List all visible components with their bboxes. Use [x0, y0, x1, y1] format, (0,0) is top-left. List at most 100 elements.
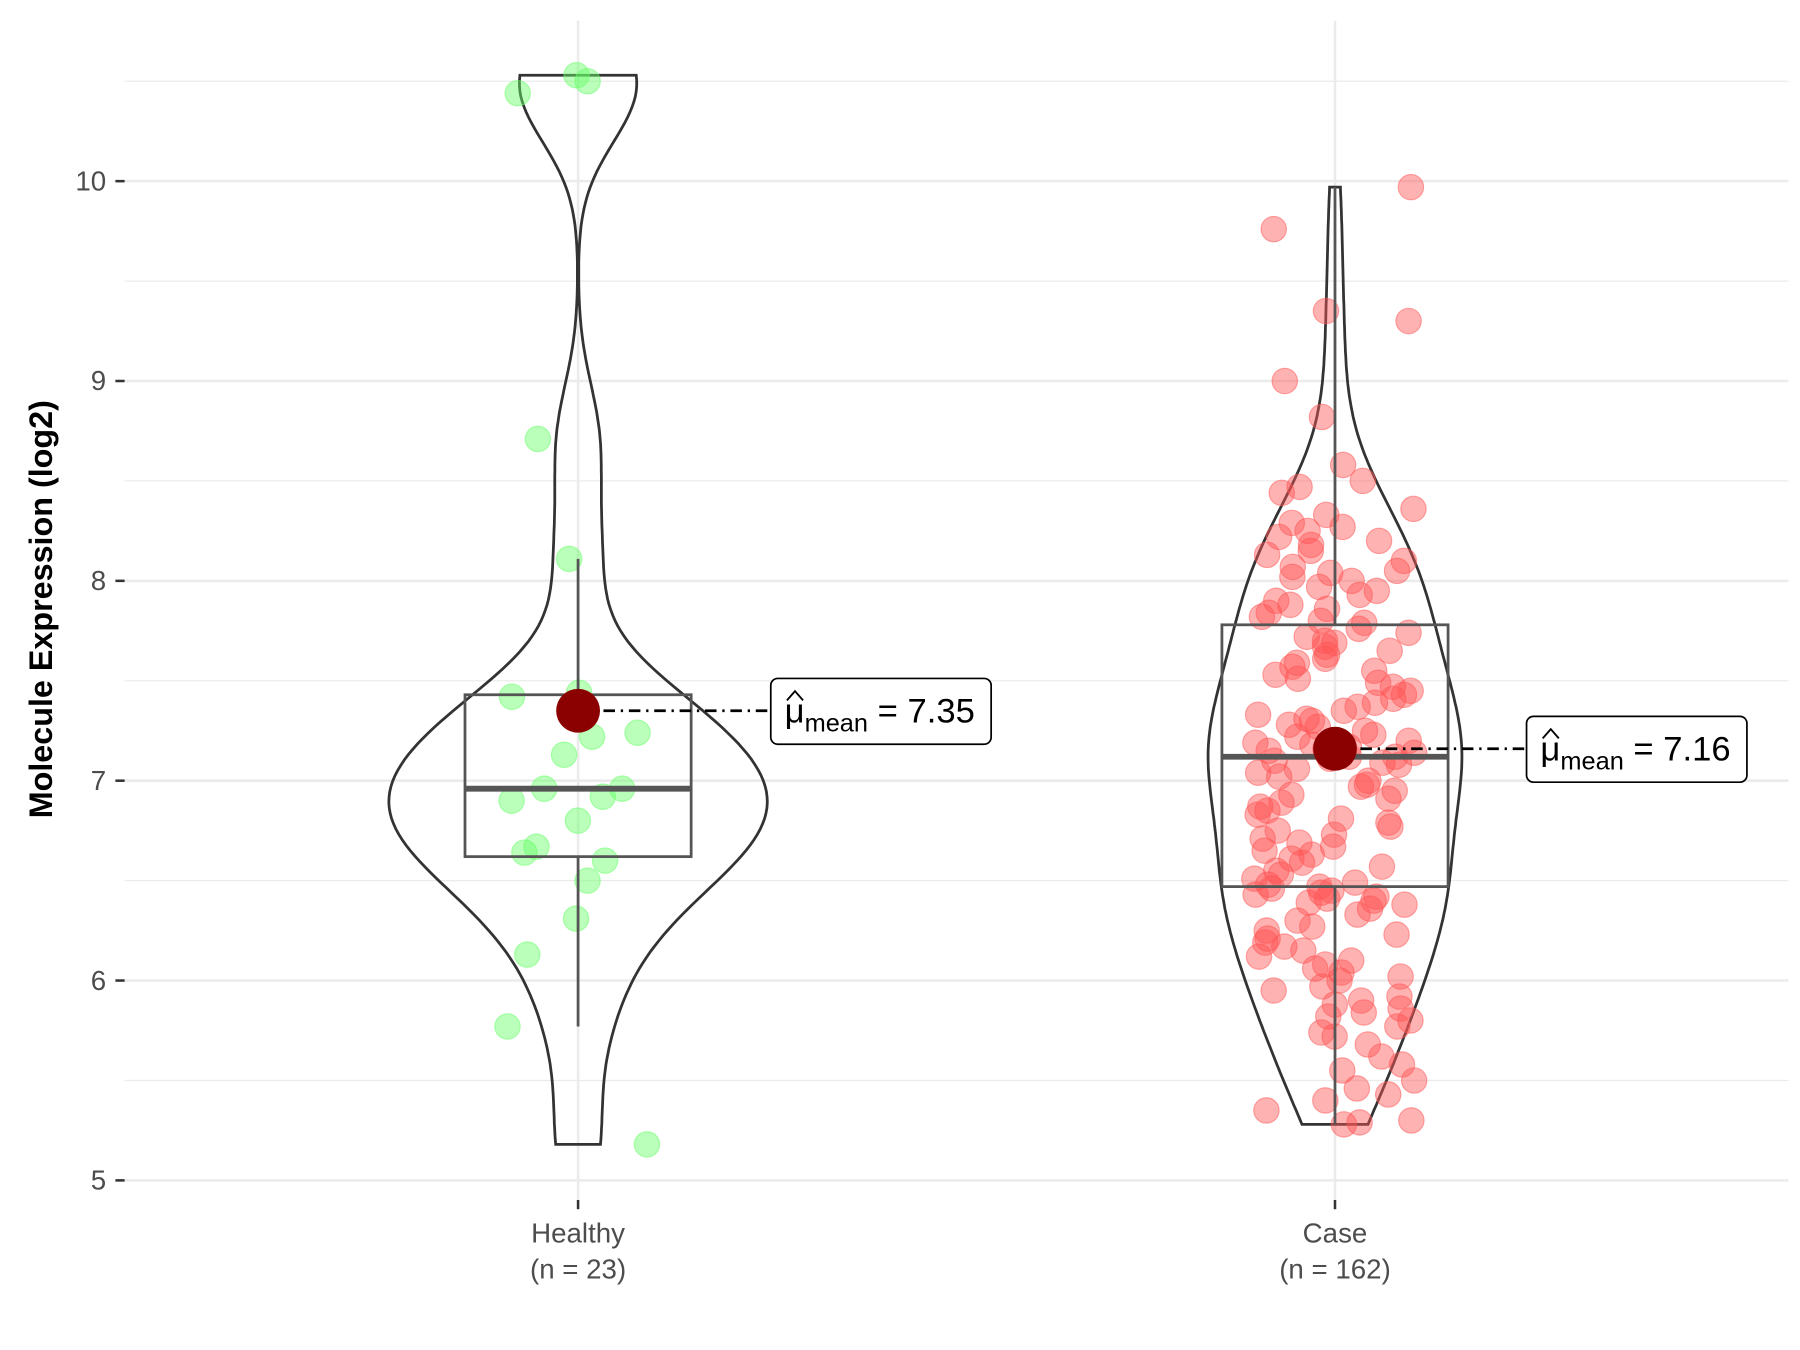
data-point-case — [1319, 833, 1347, 860]
data-point-case — [1313, 595, 1341, 623]
data-point-healthy — [494, 1013, 521, 1040]
data-point-case — [1284, 665, 1312, 693]
data-point-case — [1297, 537, 1325, 565]
data-point-case — [1330, 697, 1358, 725]
grid — [124, 20, 1789, 1200]
x-tick-n-label: (n = 23) — [530, 1253, 626, 1284]
data-point-case — [1312, 297, 1340, 325]
data-point-case — [1284, 723, 1311, 750]
y-tick-label: 7 — [91, 765, 106, 796]
data-point-case — [1391, 891, 1418, 918]
data-point-case — [1271, 367, 1299, 395]
data-point-case — [1350, 999, 1378, 1026]
data-point-healthy — [523, 833, 550, 860]
data-point-case — [1376, 637, 1403, 665]
data-point-case — [1345, 615, 1372, 643]
points — [494, 61, 1428, 1158]
data-point-case — [1248, 603, 1276, 631]
data-point-case — [1351, 717, 1379, 744]
data-point-case — [1288, 849, 1316, 876]
mean-point — [556, 688, 600, 733]
data-point-case — [1279, 563, 1306, 591]
data-point-healthy — [550, 741, 578, 768]
data-point-case — [1374, 1081, 1402, 1108]
data-point-case — [1279, 553, 1307, 581]
data-point-case — [1286, 473, 1313, 501]
data-point-case — [1349, 467, 1377, 495]
data-point-case — [1312, 1087, 1339, 1114]
x-tick-n-label: (n = 162) — [1279, 1253, 1391, 1284]
data-point-case — [1260, 215, 1288, 243]
y-tick-label: 6 — [91, 965, 106, 996]
mean-value: = 7.35 — [868, 692, 975, 730]
data-point-case — [1356, 895, 1384, 922]
data-point-healthy — [624, 719, 651, 746]
x-tick-label: Healthy — [531, 1218, 625, 1249]
violin-healthy — [387, 73, 769, 1146]
data-point-healthy — [498, 683, 526, 711]
data-point-case — [1384, 1013, 1411, 1040]
violins — [387, 73, 1464, 1146]
data-point-healthy — [524, 425, 552, 453]
data-point-case — [1397, 1007, 1424, 1034]
data-point-case — [1264, 817, 1292, 844]
data-point-case — [1308, 403, 1336, 431]
data-point-case — [1253, 1097, 1280, 1124]
data-point-healthy — [511, 839, 538, 866]
mean-symbol: μ — [785, 692, 805, 730]
data-point-case — [1365, 527, 1393, 555]
data-point-case — [1262, 661, 1289, 689]
data-point-case — [1368, 853, 1396, 880]
data-point-healthy — [498, 787, 525, 814]
data-point-case — [1254, 925, 1281, 952]
data-point-case — [1327, 805, 1355, 832]
data-point-healthy — [562, 905, 590, 932]
data-point-case — [1344, 901, 1371, 928]
data-point-case — [1311, 645, 1339, 673]
x-axis: Healthy (n = 23) Case (n = 162) — [530, 1200, 1391, 1284]
mean-subscript: mean — [1560, 747, 1623, 775]
data-point-case — [1363, 883, 1390, 910]
data-point-case — [1398, 1107, 1425, 1134]
data-point-case — [1361, 689, 1389, 717]
x-tick-label: Case — [1303, 1218, 1368, 1249]
y-tick-label: 5 — [91, 1165, 106, 1196]
data-point-case — [1360, 721, 1387, 748]
data-point-case — [1284, 907, 1311, 934]
data-point-case — [1395, 307, 1422, 335]
data-point-case — [1387, 963, 1414, 990]
data-point-case — [1318, 877, 1345, 904]
data-point-case — [1268, 479, 1296, 507]
data-point-case — [1299, 913, 1326, 940]
mean-subscript: mean — [805, 710, 868, 738]
data-point-case — [1251, 837, 1278, 864]
mean-label-box — [769, 677, 993, 746]
data-point-case — [1301, 955, 1329, 982]
y-tick-label: 9 — [91, 365, 106, 396]
data-point-case — [1268, 789, 1295, 816]
mean-value: = 7.16 — [1624, 730, 1731, 768]
data-point-case — [1375, 785, 1402, 812]
data-point-case — [1311, 633, 1339, 661]
data-point-case — [1375, 809, 1402, 836]
data-point-case — [1245, 943, 1273, 970]
data-point-healthy — [633, 1131, 661, 1158]
mean-label: μmean = 7.16 — [1540, 730, 1730, 775]
data-point-case — [1316, 559, 1344, 587]
data-point-case — [1379, 673, 1407, 701]
data-point-case — [1363, 577, 1391, 605]
data-point-case — [1329, 451, 1357, 479]
data-point-healthy — [513, 941, 541, 968]
data-point-case — [1253, 541, 1281, 569]
data-point-healthy — [564, 807, 592, 834]
data-point-case — [1395, 619, 1422, 647]
data-point-case — [1253, 917, 1280, 944]
data-point-case — [1400, 1067, 1428, 1094]
data-point-case — [1260, 977, 1287, 1004]
data-point-case — [1244, 701, 1272, 729]
data-point-case — [1368, 1043, 1395, 1070]
data-point-case — [1383, 921, 1410, 948]
data-point-case — [1354, 1031, 1382, 1058]
